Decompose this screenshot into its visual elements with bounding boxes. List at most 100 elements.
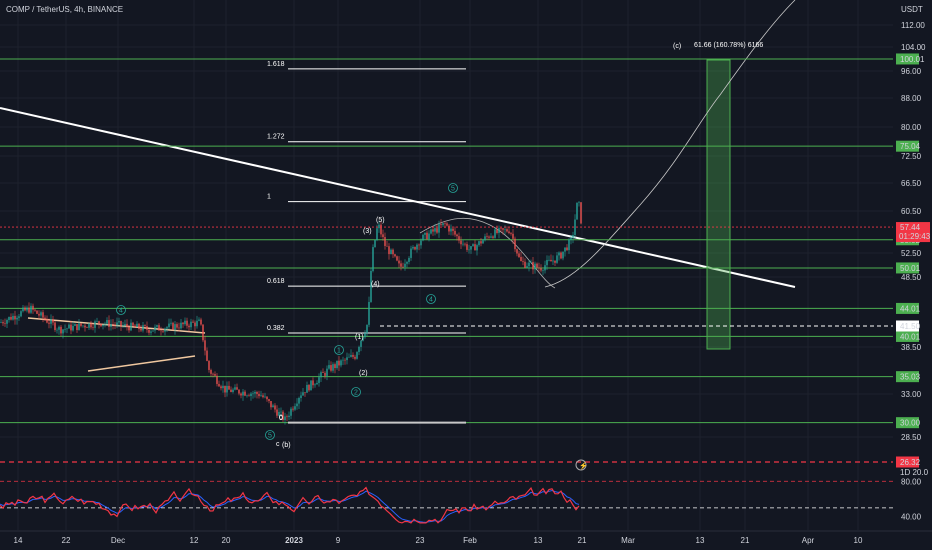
- candle-body: [2, 322, 4, 324]
- candle-body: [246, 395, 248, 397]
- level-tag-6[interactable]: [896, 371, 919, 383]
- candle-body: [462, 243, 464, 245]
- candle-body: [500, 228, 502, 229]
- candle-body: [364, 333, 366, 338]
- triangle-lower-line[interactable]: [87, 355, 196, 372]
- target-box[interactable]: [706, 59, 731, 350]
- small-axis-label: 1D 20.0: [900, 468, 929, 477]
- level-tag-9[interactable]: [896, 456, 919, 468]
- candle-body: [412, 246, 414, 249]
- candle-body: [22, 307, 24, 312]
- candle-body: [370, 270, 372, 302]
- level-tag-4[interactable]: [896, 302, 919, 314]
- candle-body: [198, 319, 200, 321]
- candle-body: [306, 384, 308, 393]
- time-axis[interactable]: 14 22 Dec 12 20 2023 9 23 Feb 13 21 Mar 13 21 Apr 10: [0, 530, 932, 545]
- candle-body: [574, 219, 576, 235]
- level-tag-3[interactable]: [896, 262, 919, 274]
- level-tag-0[interactable]: [896, 53, 919, 65]
- y-tick-label-11: 33.00: [901, 390, 922, 399]
- candle-body: [182, 322, 184, 325]
- candle-body: [508, 231, 510, 234]
- y-tick-label-9: 48.50: [901, 273, 922, 282]
- level-tag-7[interactable]: [896, 417, 919, 429]
- wave-label-c: (c): [673, 43, 681, 50]
- candle-body: [564, 247, 566, 252]
- candle-body: [332, 364, 334, 371]
- candle-body: [204, 340, 206, 351]
- level-tag-label-5: 40.01: [900, 332, 921, 341]
- candle-body: [346, 357, 348, 361]
- candle-body: [36, 310, 38, 314]
- wave-label-5: (5): [376, 217, 385, 224]
- candle-body: [492, 236, 494, 238]
- lightning-icon[interactable]: [575, 459, 587, 471]
- current-price-label: 57.44: [900, 223, 921, 232]
- candle-body: [476, 245, 478, 251]
- candle-body: [348, 356, 350, 358]
- candle-body: [188, 325, 190, 328]
- candle-body: [134, 325, 136, 328]
- projection-curve[interactable]: [544, 0, 796, 288]
- candle-body: [186, 320, 188, 326]
- wave-label-c-small: c: [276, 441, 280, 448]
- candle-body: [486, 236, 488, 237]
- candle-body: [316, 382, 318, 385]
- candle-body: [298, 397, 300, 404]
- price-axis[interactable]: 112.00 104.00 96.00 88.00 80.00 72.50 66.50 60.…: [0, 0, 932, 530]
- candle-body: [120, 321, 122, 326]
- fib-label-5: 0: [279, 415, 283, 422]
- candle-body: [338, 360, 340, 366]
- candle-body: [484, 236, 486, 241]
- candle-body: [258, 393, 260, 397]
- candle-body: [498, 228, 500, 233]
- candle-body: [542, 270, 544, 271]
- descending-trendline[interactable]: [0, 107, 796, 288]
- candle-body: [372, 247, 374, 271]
- candle-body: [430, 229, 432, 234]
- candle-body: [54, 322, 56, 330]
- wave-circle-1: [116, 305, 126, 315]
- candle-body: [154, 326, 156, 331]
- candle-body: [74, 324, 76, 326]
- candle-body: [164, 328, 166, 332]
- candle-body: [250, 393, 252, 397]
- candle-body: [406, 261, 408, 264]
- candle-body: [340, 360, 342, 366]
- candle-body: [324, 372, 326, 376]
- candle-body: [144, 325, 146, 327]
- candle-body: [222, 385, 224, 389]
- candle-body: [578, 202, 580, 203]
- candle-body: [482, 240, 484, 244]
- candle-body: [546, 259, 548, 266]
- candle-body: [408, 257, 410, 262]
- candle-body: [82, 325, 84, 327]
- candle-body: [266, 396, 268, 400]
- triangle-upper-line[interactable]: [27, 317, 206, 334]
- level-tag-1[interactable]: [896, 140, 919, 152]
- fib-label-3: 0.618: [267, 278, 285, 285]
- candle-body: [466, 244, 468, 250]
- candle-body: [414, 246, 416, 250]
- candle-body: [148, 329, 150, 333]
- candle-body: [344, 359, 346, 361]
- lightning-glyph: ⚡: [579, 461, 588, 470]
- x-tick-label-4: 20: [222, 536, 231, 545]
- current-price-tag[interactable]: [896, 222, 930, 243]
- x-tick-label-13: 21: [741, 536, 750, 545]
- candle-body: [452, 228, 454, 231]
- level-tag-5[interactable]: [896, 330, 919, 342]
- candle-body: [24, 307, 26, 311]
- candle-body: [96, 321, 98, 322]
- candle-body: [88, 323, 90, 328]
- y-tick-label-3: 88.00: [901, 94, 922, 103]
- candle-body: [138, 323, 140, 329]
- candle-body: [312, 380, 314, 386]
- candle-body: [402, 266, 404, 268]
- candle-body: [510, 233, 512, 234]
- wave-circle-2: [426, 294, 436, 304]
- level-tag-8[interactable]: [896, 320, 919, 332]
- candle-body: [76, 324, 78, 331]
- candle-body: [544, 265, 546, 271]
